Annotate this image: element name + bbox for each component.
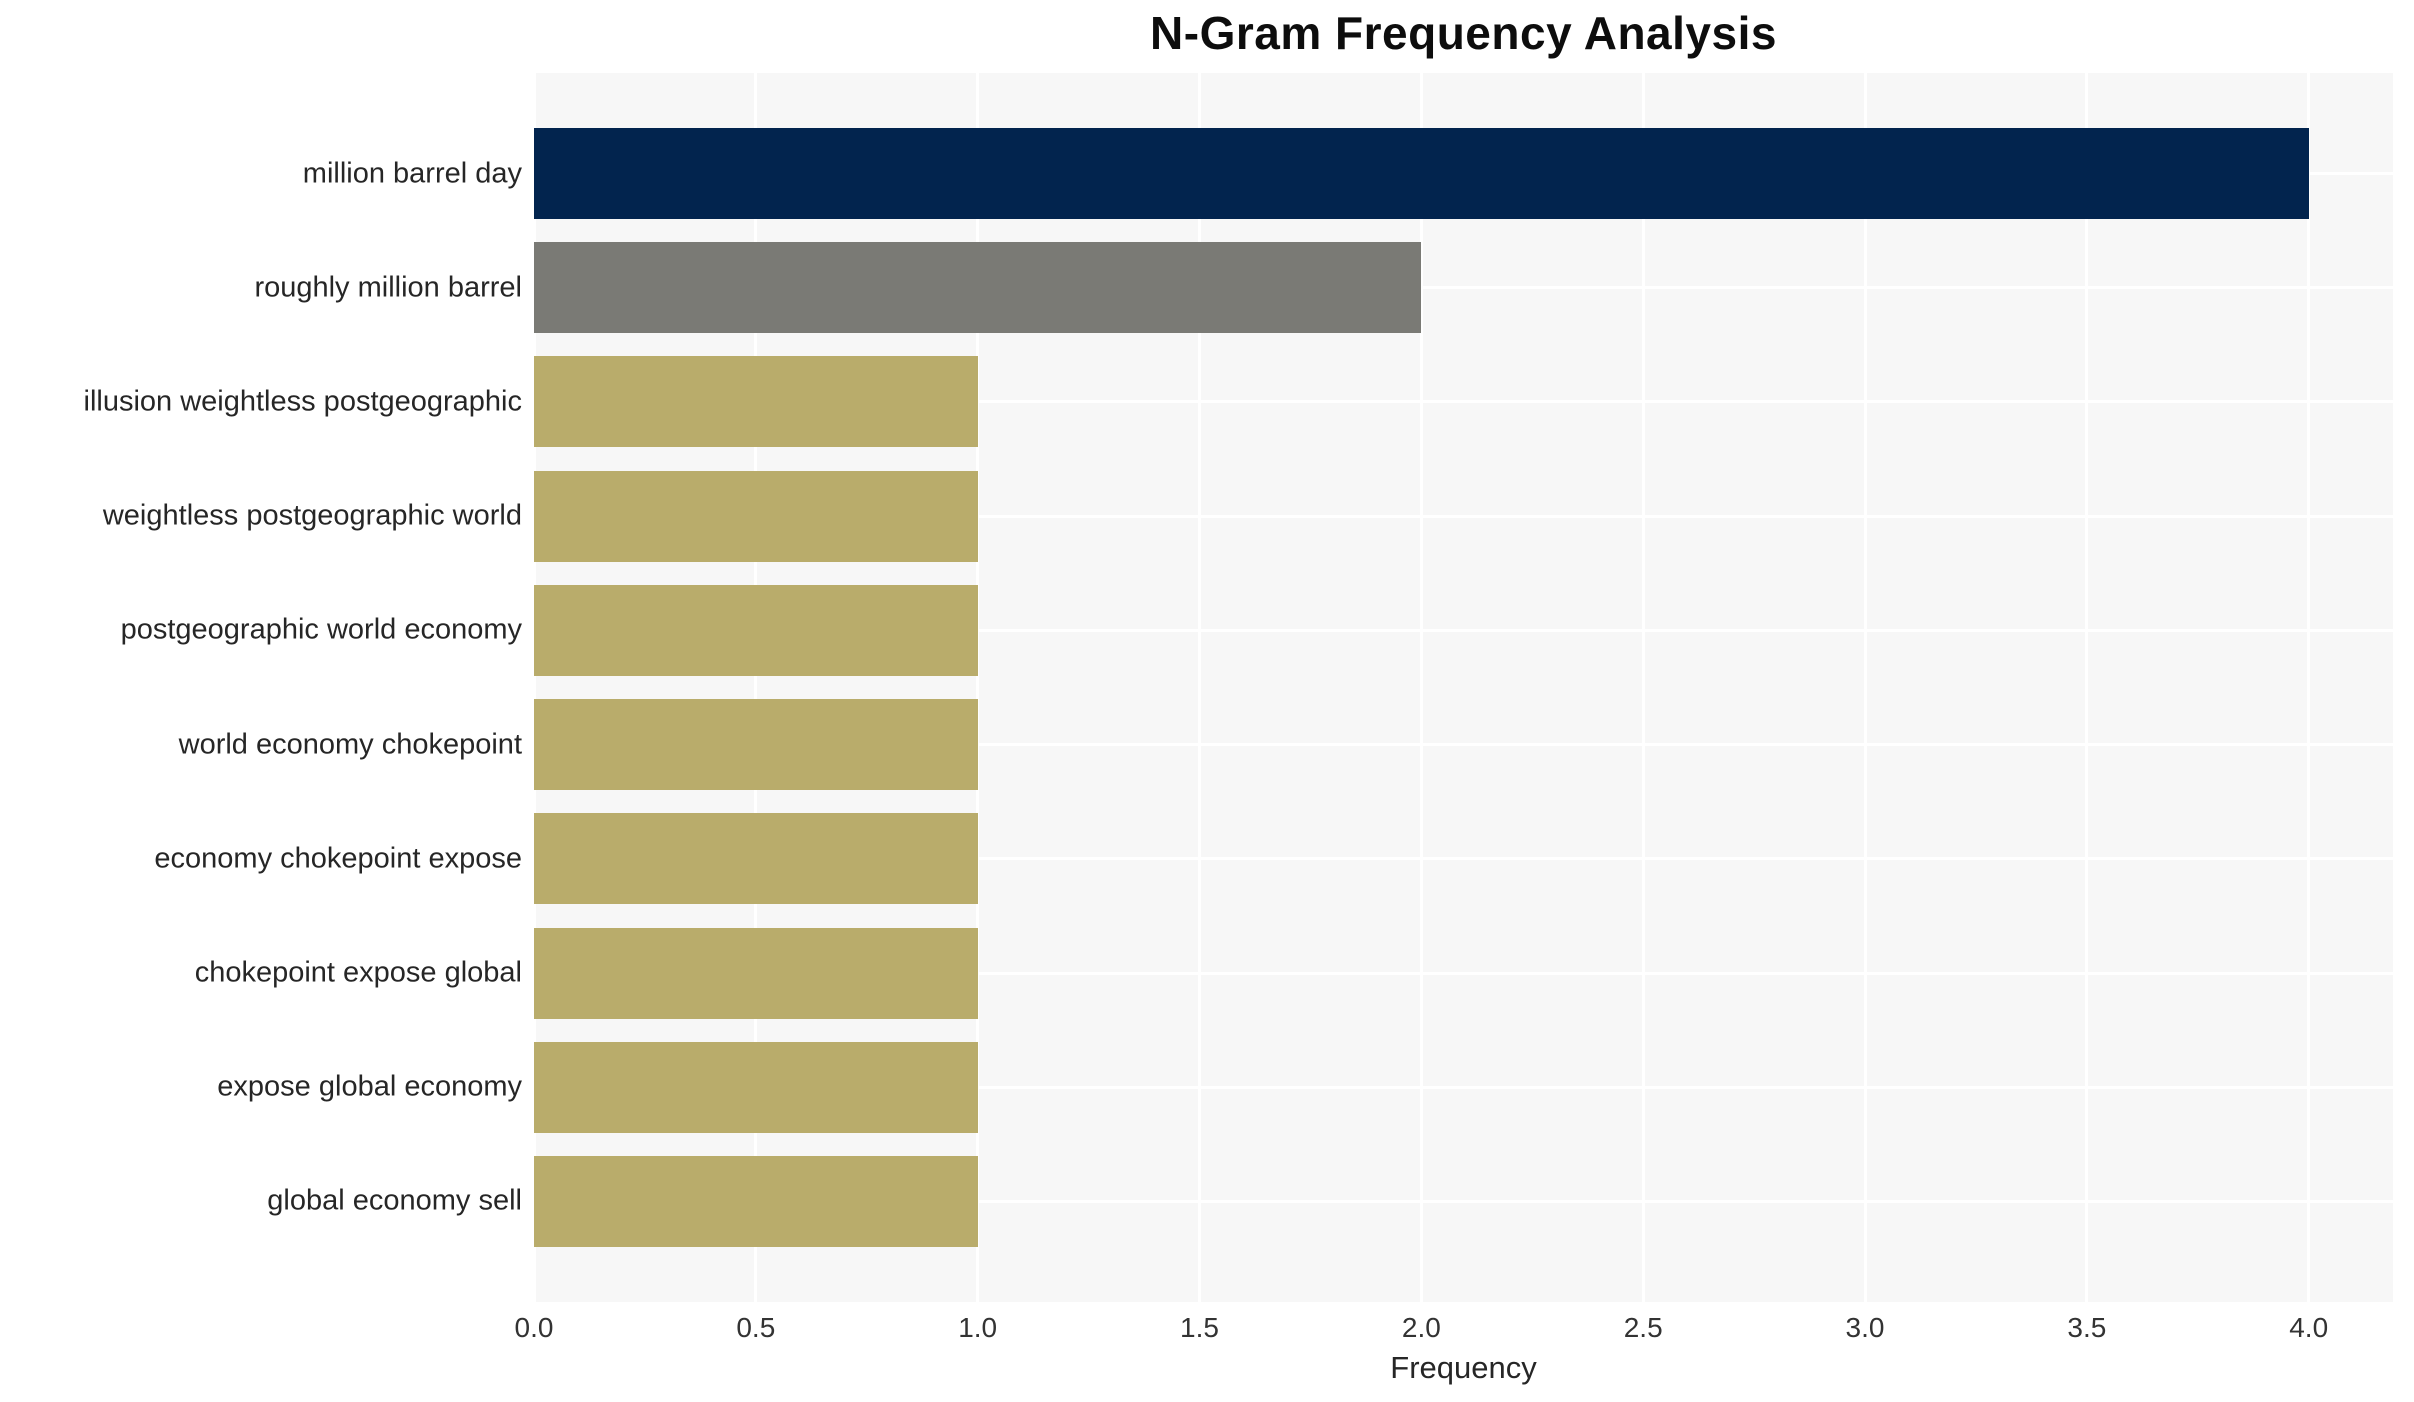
y-gridline bbox=[534, 286, 2393, 290]
category-label: weightless postgeographic world bbox=[102, 499, 522, 532]
x-tick-label: 4.0 bbox=[2289, 1312, 2329, 1343]
x-tick-label: 0.5 bbox=[736, 1312, 776, 1343]
bar bbox=[534, 128, 2309, 219]
x-gridline bbox=[976, 73, 980, 1302]
category-label: million barrel day bbox=[302, 157, 522, 189]
category-label: roughly million barrel bbox=[254, 271, 522, 304]
x-gridline bbox=[2085, 73, 2089, 1302]
bar bbox=[534, 356, 978, 448]
x-tick-label: 2.0 bbox=[1401, 1312, 1441, 1343]
x-gridline bbox=[754, 73, 758, 1302]
bar bbox=[534, 242, 1422, 334]
y-gridline bbox=[534, 743, 2393, 747]
x-tick-label: 0.0 bbox=[514, 1312, 554, 1343]
x-gridline bbox=[1641, 73, 1645, 1302]
x-gridline bbox=[532, 73, 536, 1302]
category-label: illusion weightless postgeographic bbox=[83, 385, 522, 418]
x-tick-label: 1.5 bbox=[1180, 1312, 1219, 1343]
y-gridline bbox=[534, 1085, 2393, 1089]
category-label: chokepoint expose global bbox=[194, 956, 522, 989]
y-gridline bbox=[534, 514, 2393, 518]
x-gridline bbox=[1419, 73, 1423, 1302]
y-gridline bbox=[534, 400, 2393, 404]
bar bbox=[534, 699, 978, 791]
category-label: economy chokepoint expose bbox=[154, 842, 522, 875]
category-label: world economy chokepoint bbox=[178, 728, 522, 761]
x-tick-label: 3.5 bbox=[2067, 1312, 2107, 1343]
chart-title: N-Gram Frequency Analysis bbox=[1150, 7, 1777, 59]
bar bbox=[534, 584, 978, 676]
category-label: expose global economy bbox=[217, 1070, 522, 1103]
y-gridline bbox=[534, 1199, 2393, 1203]
x-tick-label: 2.5 bbox=[1623, 1312, 1663, 1343]
x-axis-label: Frequency bbox=[1390, 1350, 1537, 1385]
x-gridline bbox=[2307, 73, 2311, 1302]
x-gridline bbox=[1198, 73, 1201, 1302]
x-gridline bbox=[1863, 73, 1867, 1302]
x-tick-label: 1.0 bbox=[958, 1312, 998, 1343]
bar bbox=[534, 470, 978, 562]
bar bbox=[534, 1155, 978, 1247]
y-gridline bbox=[534, 971, 2393, 975]
bar bbox=[534, 927, 978, 1019]
plot-area bbox=[532, 73, 2393, 1302]
category-label: global economy sell bbox=[267, 1184, 522, 1217]
x-tick-label: 3.0 bbox=[1845, 1312, 1885, 1343]
bar bbox=[534, 813, 978, 905]
y-gridline bbox=[534, 628, 2393, 632]
y-gridline bbox=[534, 857, 2393, 861]
category-label: postgeographic world economy bbox=[120, 613, 522, 646]
bar bbox=[534, 1041, 978, 1133]
